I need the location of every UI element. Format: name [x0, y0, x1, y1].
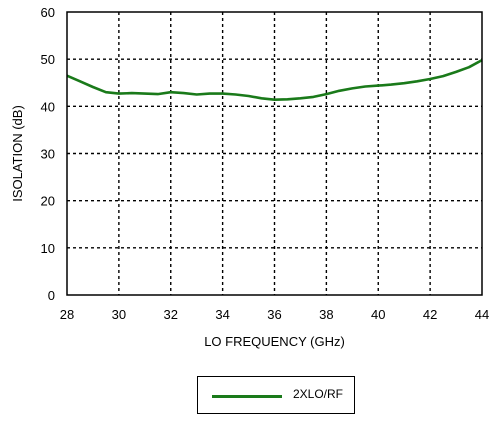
- y-tick-label: 60: [41, 5, 55, 20]
- x-tick-label: 34: [215, 307, 229, 322]
- y-axis-label: ISOLATION (dB): [10, 105, 25, 202]
- series-line-0: [66, 58, 483, 101]
- y-tick-labels: 0 10 20 30 40 50 60: [41, 5, 55, 303]
- x-tick-label: 40: [371, 307, 385, 322]
- series-layer: [66, 58, 483, 101]
- y-tick-label: 40: [41, 99, 55, 114]
- grid-lines: [67, 12, 482, 295]
- x-tick-label: 44: [475, 307, 489, 322]
- y-tick-label: 10: [41, 241, 55, 256]
- y-tick-label: 0: [48, 288, 55, 303]
- legend-swatch-2xlo-rf: [212, 395, 282, 398]
- x-tick-label: 28: [60, 307, 74, 322]
- legend-label-2xlo-rf: 2XLO/RF: [293, 387, 344, 401]
- x-axis-label: LO FREQUENCY (GHz): [204, 334, 345, 349]
- x-tick-labels: 28 30 32 34 36 38 40 42 44: [60, 307, 489, 322]
- x-tick-label: 32: [164, 307, 178, 322]
- y-tick-label: 20: [41, 194, 55, 209]
- y-tick-label: 50: [41, 52, 55, 67]
- x-tick-label: 38: [319, 307, 333, 322]
- plot-frame: [66, 11, 483, 296]
- y-tick-label: 30: [41, 147, 55, 162]
- legend: 2XLO/RF: [197, 376, 355, 414]
- x-tick-label: 36: [267, 307, 281, 322]
- x-tick-label: 42: [423, 307, 437, 322]
- x-tick-label: 30: [112, 307, 126, 322]
